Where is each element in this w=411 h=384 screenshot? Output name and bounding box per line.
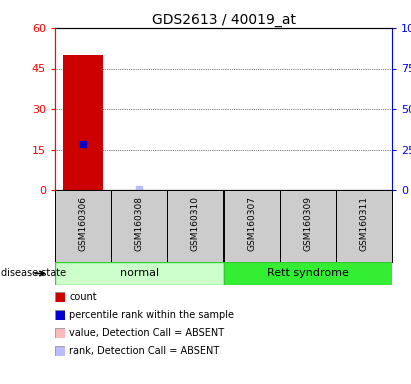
Text: GSM160306: GSM160306: [79, 196, 88, 251]
Bar: [224, 190, 279, 262]
Text: rank, Detection Call = ABSENT: rank, Detection Call = ABSENT: [69, 346, 219, 356]
Title: GDS2613 / 40019_at: GDS2613 / 40019_at: [152, 13, 296, 27]
Bar: [279, 190, 336, 262]
Text: value, Detection Call = ABSENT: value, Detection Call = ABSENT: [69, 328, 224, 338]
Text: GSM160309: GSM160309: [303, 196, 312, 251]
Bar: [167, 190, 224, 262]
Text: percentile rank within the sample: percentile rank within the sample: [69, 310, 234, 320]
Bar: [63, 55, 103, 190]
Text: GSM160308: GSM160308: [135, 196, 144, 251]
Bar: [111, 190, 167, 262]
Bar: [55, 262, 224, 285]
Bar: [336, 190, 392, 262]
Text: Rett syndrome: Rett syndrome: [267, 268, 349, 278]
Bar: [224, 262, 392, 285]
Text: GSM160307: GSM160307: [247, 196, 256, 251]
Bar: [55, 190, 111, 262]
Text: normal: normal: [120, 268, 159, 278]
Text: count: count: [69, 292, 97, 302]
Text: GSM160310: GSM160310: [191, 196, 200, 251]
Text: GSM160311: GSM160311: [359, 196, 368, 251]
Text: disease state: disease state: [1, 268, 66, 278]
